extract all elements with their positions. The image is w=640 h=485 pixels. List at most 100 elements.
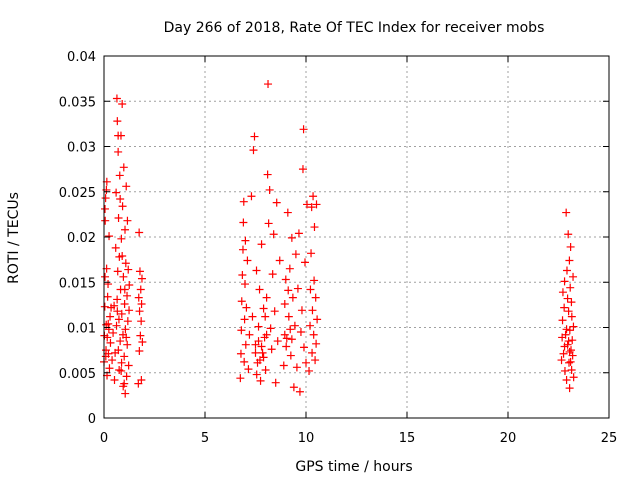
data-point (558, 288, 567, 297)
data-point (121, 225, 130, 234)
data-point (136, 331, 145, 340)
data-point (281, 275, 290, 284)
y-tick-label: 0.035 (59, 95, 96, 110)
data-point (560, 277, 569, 286)
data-point (138, 337, 147, 346)
data-point (309, 330, 318, 339)
data-point (259, 353, 268, 362)
data-point (103, 292, 112, 301)
data-point (562, 266, 571, 275)
data-point (114, 315, 123, 324)
data-point (122, 333, 131, 342)
data-point (560, 366, 569, 375)
data-point (125, 306, 134, 315)
x-axis-label: GPS time / hours (295, 459, 412, 475)
data-point (104, 325, 113, 334)
data-point (122, 372, 131, 381)
data-point (267, 345, 276, 354)
data-point (117, 366, 126, 375)
x-tick-label: 0 (100, 431, 108, 446)
data-point (309, 192, 318, 201)
data-point (312, 339, 321, 348)
data-point (299, 125, 308, 134)
data-point (565, 384, 574, 393)
data-point (310, 223, 319, 232)
y-tick-label: 0.04 (67, 50, 96, 65)
data-point (238, 245, 247, 254)
data-point (562, 375, 571, 384)
data-point (236, 374, 245, 383)
data-point (284, 312, 293, 321)
data-point (567, 312, 576, 321)
data-point (113, 117, 122, 126)
data-point (118, 252, 127, 261)
chart-title: Day 266 of 2018, Rate Of TEC Index for r… (164, 20, 545, 36)
data-point (569, 272, 578, 281)
data-point (244, 365, 253, 374)
data-point (239, 197, 248, 206)
data-point (121, 325, 130, 334)
data-point (247, 192, 256, 201)
data-point (114, 346, 123, 355)
data-point (124, 361, 133, 370)
data-point (121, 389, 130, 398)
data-point (565, 256, 574, 265)
data-point (564, 230, 573, 239)
data-point (272, 198, 281, 207)
data-point (113, 295, 122, 304)
data-point (280, 299, 289, 308)
data-point (123, 291, 132, 300)
data-point (106, 312, 115, 321)
data-point (311, 356, 320, 365)
data-point (285, 264, 294, 273)
data-point (137, 375, 146, 384)
data-point (308, 348, 317, 357)
data-point (262, 330, 271, 339)
data-point (120, 285, 129, 294)
data-point (290, 321, 299, 330)
data-point (112, 321, 121, 330)
data-point (311, 293, 320, 302)
data-point (261, 366, 270, 375)
data-point (135, 228, 144, 237)
data-point (265, 185, 274, 194)
data-point (120, 352, 129, 361)
data-point (122, 182, 131, 191)
data-point (259, 304, 268, 313)
data-point (568, 336, 577, 345)
data-point (136, 285, 145, 294)
data-point (299, 343, 308, 352)
data-point (120, 379, 129, 388)
data-point (113, 267, 122, 276)
data-point (242, 303, 251, 312)
data-point (565, 347, 574, 356)
data-point (109, 328, 118, 337)
data-point (313, 315, 322, 324)
data-point (569, 373, 578, 382)
data-point (111, 243, 120, 252)
data-point (112, 188, 121, 197)
data-point (293, 284, 302, 293)
data-point (560, 342, 569, 351)
data-point (240, 315, 249, 324)
data-point (561, 330, 570, 339)
data-point (105, 364, 114, 373)
data-point (115, 366, 124, 375)
data-point (287, 335, 296, 344)
data-point (125, 280, 134, 289)
x-tick-label: 15 (399, 431, 416, 446)
data-point (560, 303, 569, 312)
data-point (252, 370, 261, 379)
data-point (264, 80, 273, 89)
data-point (100, 302, 109, 311)
data-point (239, 218, 248, 227)
data-point (255, 285, 264, 294)
data-point (237, 297, 246, 306)
data-point (271, 378, 280, 387)
data-point (114, 213, 123, 222)
y-tick-label: 0.025 (59, 186, 96, 201)
data-point (245, 330, 254, 339)
data-point (282, 334, 291, 343)
